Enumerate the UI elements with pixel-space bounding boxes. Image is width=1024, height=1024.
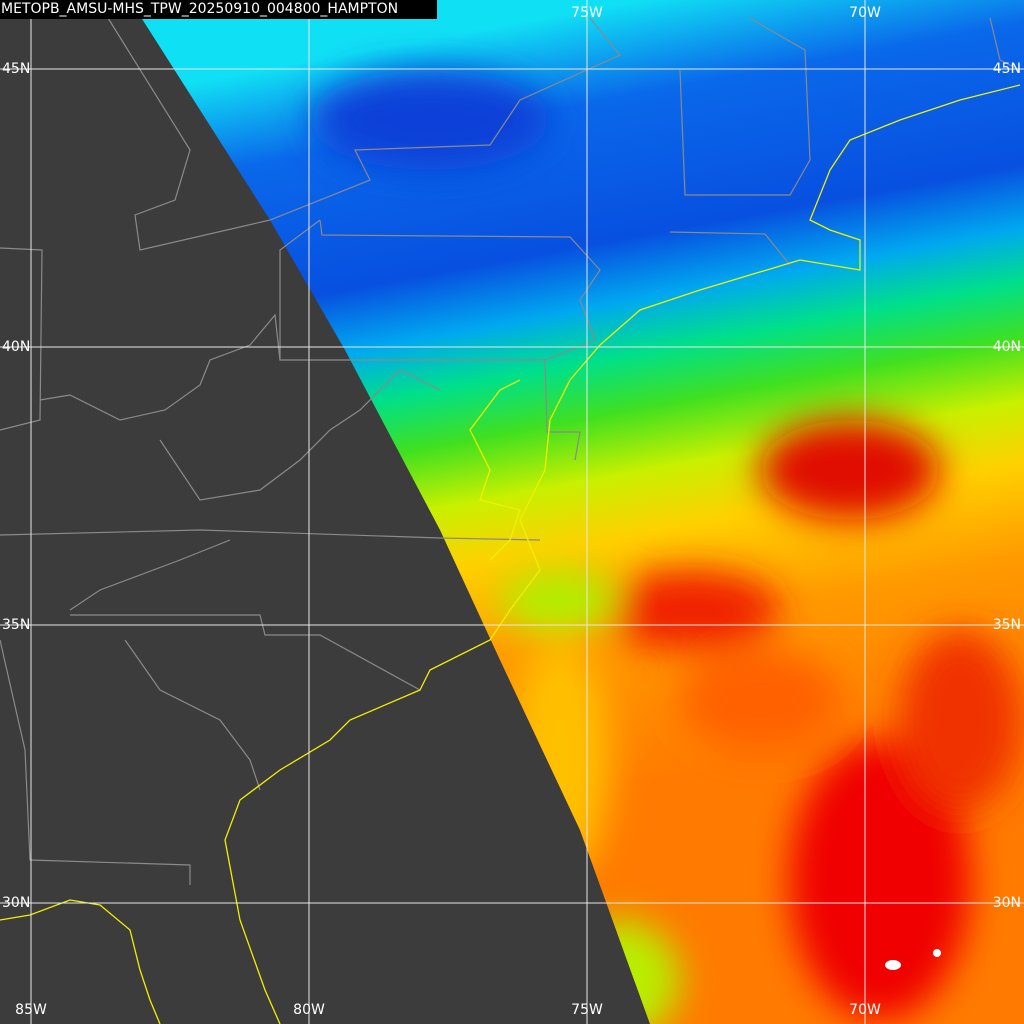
left-lat-label: 40N xyxy=(2,339,30,355)
left-lat-label: 35N xyxy=(2,617,30,633)
bottom-lon-label: 80W xyxy=(293,1002,325,1018)
top-lon-label: 70W xyxy=(849,5,881,21)
right-lat-label: 30N xyxy=(993,895,1021,911)
bottom-lon-label: 85W xyxy=(15,1002,47,1018)
title-box xyxy=(0,0,437,19)
bottom-lon-label: 75W xyxy=(571,1002,603,1018)
state-borders xyxy=(0,17,1021,885)
title: METOPB_AMSU-MHS_TPW_20250910_004800_HAMP… xyxy=(1,1,398,17)
right-lat-label: 35N xyxy=(993,617,1021,633)
bottom-lon-label: 70W xyxy=(849,1002,881,1018)
coastline xyxy=(0,84,1021,1024)
left-lat-label: 30N xyxy=(2,895,30,911)
right-lat-label: 40N xyxy=(993,339,1021,355)
right-lat-label: 45N xyxy=(993,61,1021,77)
left-lat-label: 45N xyxy=(2,61,30,77)
top-lon-label: 75W xyxy=(571,5,603,21)
